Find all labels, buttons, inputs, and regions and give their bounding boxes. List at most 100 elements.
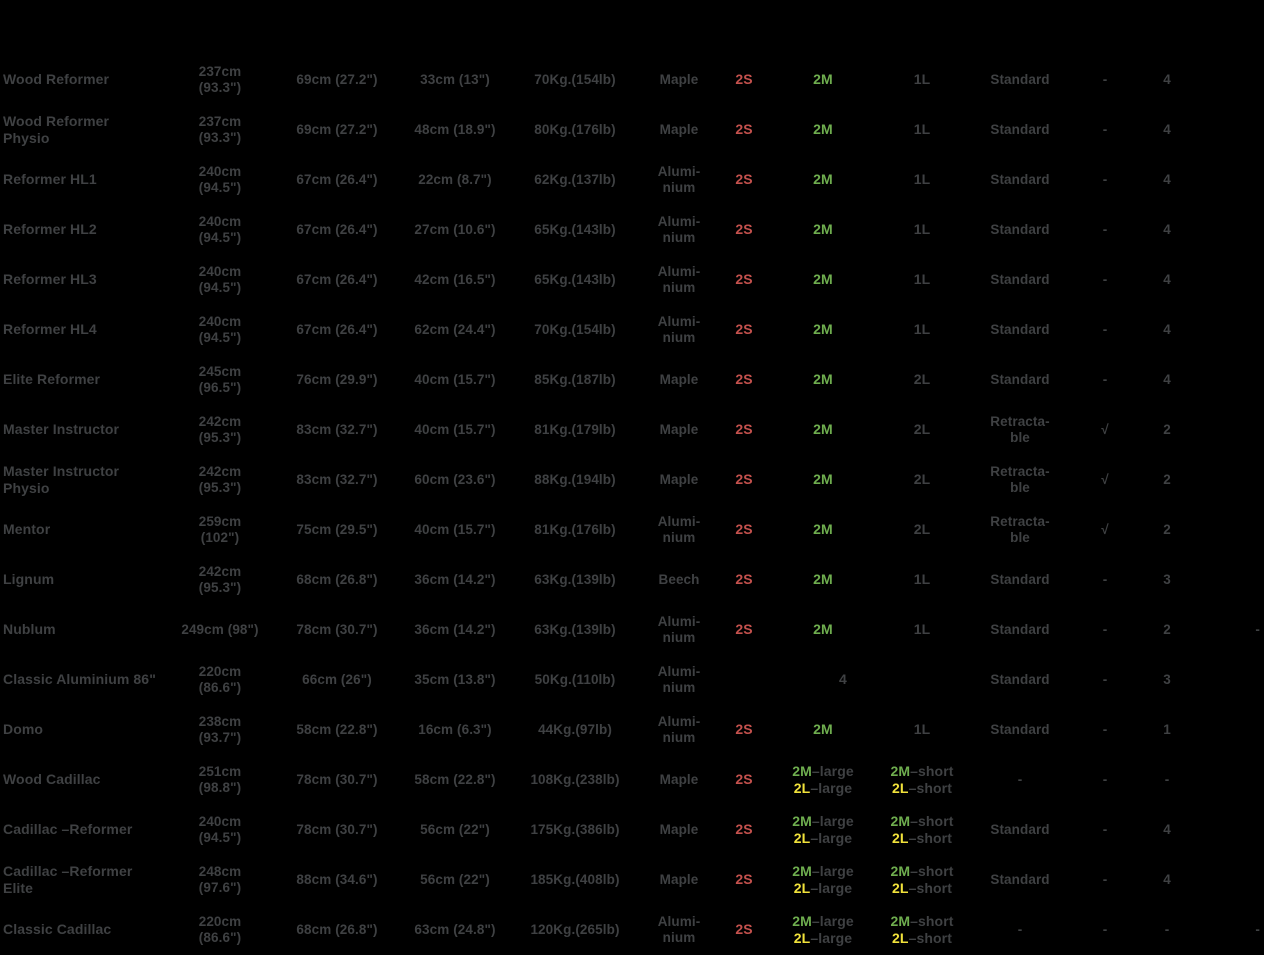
- cell-count: 4: [1163, 121, 1171, 137]
- table-row: Reformer HL1 240cm (94.5") 67cm (26.4") 22c…: [0, 155, 1264, 205]
- cell-springs-short: 2S: [735, 621, 753, 638]
- spring-spec: 2M: [813, 371, 833, 388]
- cell-product-name: Classic Aluminium 86": [3, 671, 156, 688]
- cell-length: 240cm (94.5"): [198, 263, 242, 295]
- cell-wheels: -: [1102, 871, 1108, 887]
- cell-springs-short: 2S: [735, 521, 753, 538]
- cell-material: Maple: [659, 871, 699, 887]
- cell-footbar: Standard: [990, 221, 1050, 237]
- cell-height: 56cm (22"): [420, 821, 490, 837]
- cell-width: 78cm (30.7"): [296, 621, 378, 637]
- cell-wheels: -: [1102, 271, 1108, 287]
- cell-count: 4: [1163, 171, 1171, 187]
- cell-height: 36cm (14.2"): [414, 571, 496, 587]
- table-row: Reformer HL4 240cm (94.5") 67cm (26.4") 62c…: [0, 305, 1264, 355]
- cell-springs-short: 2S: [735, 771, 753, 788]
- table-row: Elite Reformer 245cm (96.5") 76cm (29.9") 4…: [0, 355, 1264, 405]
- cell-weight: 65Kg.(143lb): [534, 221, 616, 237]
- cell-springs-long: 1L: [870, 171, 974, 189]
- cell-count: -: [1164, 921, 1170, 937]
- spring-spec: 2L–short: [892, 930, 952, 946]
- cell-length: 251cm (98.8"): [198, 763, 242, 795]
- spring-spec: 2M–large: [792, 912, 854, 929]
- spring-spec: 2M–large: [792, 862, 854, 879]
- cell-springs-medium: 2M: [776, 571, 870, 589]
- cell-springs-medium: 2M: [776, 71, 870, 89]
- spring-spec: 1L: [913, 121, 931, 138]
- spring-spec: 1L: [913, 571, 931, 588]
- cell-weight: 63Kg.(139lb): [534, 571, 616, 587]
- spring-spec: 2M: [813, 621, 833, 638]
- cell-count: 2: [1163, 421, 1171, 437]
- cell-weight: 108Kg.(238lb): [530, 771, 620, 787]
- cell-product-name: Reformer HL2: [3, 221, 97, 238]
- cell-footbar: Standard: [990, 321, 1050, 337]
- cell-wheels: -: [1102, 121, 1108, 137]
- cell-count: 4: [1163, 221, 1171, 237]
- table-row: Wood Reformer Physio 237cm (93.3") 69cm (2…: [0, 105, 1264, 155]
- cell-height: 36cm (14.2"): [414, 621, 496, 637]
- spring-spec: 2M: [813, 271, 833, 288]
- spring-spec: 2M: [813, 321, 833, 338]
- cell-material: Maple: [659, 421, 699, 437]
- cell-width: 88cm (34.6"): [296, 871, 378, 887]
- spring-spec: 2L–large: [793, 830, 853, 846]
- cell-length: 249cm (98"): [181, 621, 259, 637]
- spring-spec: 2M: [813, 121, 833, 138]
- cell-length: 248cm (97.6"): [198, 863, 242, 895]
- cell-count: 2: [1163, 521, 1171, 537]
- cell-count: 4: [1163, 871, 1171, 887]
- cell-springs-medium: 2M–large 2L–large: [776, 813, 870, 848]
- cell-footbar: Standard: [990, 821, 1050, 837]
- cell-length: 242cm (95.3"): [198, 463, 242, 495]
- cell-footbar: Retracta- ble: [990, 513, 1050, 545]
- cell-springs-long: 2L: [870, 371, 974, 389]
- cell-springs-long: 2M–short 2L–short: [870, 813, 974, 848]
- cell-weight: 120Kg.(265lb): [530, 921, 620, 937]
- cell-springs-short: 2S: [735, 721, 753, 738]
- table-row: Wood Cadillac 251cm (98.8") 78cm (30.7") 58…: [0, 755, 1264, 805]
- table-row: Reformer HL2 240cm (94.5") 67cm (26.4") 27c…: [0, 205, 1264, 255]
- cell-width: 83cm (32.7"): [296, 421, 378, 437]
- cell-height: 58cm (22.8"): [414, 771, 496, 787]
- cell-length: 245cm (96.5"): [198, 363, 242, 395]
- spring-spec: 1L: [913, 321, 931, 338]
- cell-product-name: Mentor: [3, 521, 51, 538]
- cell-count: 4: [1163, 271, 1171, 287]
- cell-height: 60cm (23.6"): [414, 471, 496, 487]
- cell-product-name: Wood Reformer: [3, 71, 110, 88]
- cell-extra: -: [1255, 621, 1260, 637]
- cell-material: Maple: [659, 821, 699, 837]
- cell-springs-medium: 2M: [776, 221, 870, 239]
- cell-count: 4: [1163, 371, 1171, 387]
- cell-material: Maple: [659, 371, 699, 387]
- cell-material: Alumi- nium: [657, 313, 701, 345]
- cell-length: 259cm (102"): [198, 513, 242, 545]
- cell-springs-short: 2S: [735, 221, 753, 238]
- cell-material: Alumi- nium: [657, 663, 701, 695]
- cell-springs-long: 2M–short 2L–short: [870, 763, 974, 798]
- cell-product-name: Cadillac –Reformer: [3, 821, 133, 838]
- cell-width: 67cm (26.4"): [296, 321, 378, 337]
- cell-springs-long: 2M–short 2L–short: [870, 913, 974, 948]
- cell-wheels: -: [1102, 221, 1108, 237]
- spring-spec: 2M–short: [890, 912, 954, 929]
- cell-springs-medium: 2M: [776, 421, 870, 439]
- cell-height: 63cm (24.8"): [414, 921, 496, 937]
- cell-wheels: -: [1102, 621, 1108, 637]
- spring-spec: 1L: [913, 271, 931, 288]
- cell-footbar: Standard: [990, 721, 1050, 737]
- cell-material: Alumi- nium: [657, 513, 701, 545]
- table-row: Classic Cadillac 220cm (86.6") 68cm (26.8"…: [0, 905, 1264, 955]
- cell-length: 242cm (95.3"): [198, 563, 242, 595]
- cell-springs-short: 2S: [735, 121, 753, 138]
- cell-width: 68cm (26.8"): [296, 571, 378, 587]
- cell-wheels: -: [1102, 821, 1108, 837]
- cell-weight: 88Kg.(194lb): [534, 471, 616, 487]
- cell-height: 16cm (6.3"): [418, 721, 492, 737]
- cell-width: 78cm (30.7"): [296, 821, 378, 837]
- cell-product-name: Reformer HL3: [3, 271, 97, 288]
- cell-product-name: Wood Reformer Physio: [3, 112, 110, 147]
- cell-springs-short: 2S: [735, 171, 753, 188]
- spring-spec: 2L: [913, 421, 931, 438]
